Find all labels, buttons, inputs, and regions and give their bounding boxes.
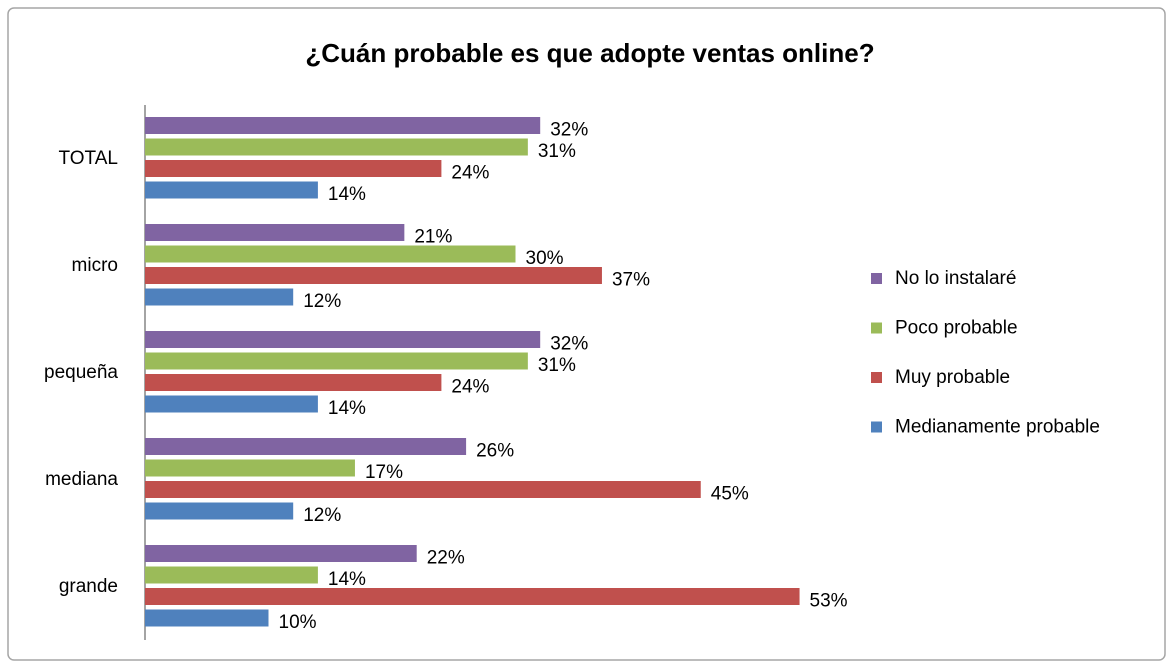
bar <box>145 438 467 455</box>
value-label: 53% <box>810 591 848 612</box>
value-label: 24% <box>451 377 489 398</box>
bar <box>145 160 442 177</box>
value-label: 17% <box>365 462 403 483</box>
value-label: 45% <box>711 484 749 505</box>
value-label: 31% <box>538 141 576 162</box>
bar <box>145 481 701 498</box>
value-label: 14% <box>328 569 366 590</box>
bar <box>145 117 541 134</box>
bar <box>145 609 269 627</box>
value-label: 24% <box>451 163 489 184</box>
bar <box>145 352 528 370</box>
bar <box>145 245 516 263</box>
value-label: 31% <box>538 355 576 376</box>
bar <box>145 566 318 584</box>
value-label: 14% <box>328 184 366 205</box>
value-label: 14% <box>328 398 366 419</box>
bar <box>145 395 318 413</box>
value-label: 10% <box>279 612 317 633</box>
value-label: 26% <box>476 441 514 462</box>
category-label: grande <box>59 576 118 597</box>
value-label: 12% <box>303 505 341 526</box>
value-label: 37% <box>612 270 650 291</box>
legend-swatch <box>871 421 882 433</box>
category-label: TOTAL <box>59 148 118 169</box>
bar <box>145 138 528 156</box>
value-label: 22% <box>427 548 465 569</box>
chart-title: ¿Cuán probable es que adopte ventas onli… <box>305 38 874 68</box>
legend-swatch <box>871 372 882 383</box>
bar <box>145 267 602 284</box>
bar <box>145 181 318 199</box>
value-label: 32% <box>550 334 588 355</box>
legend-swatch <box>871 273 882 284</box>
category-label: micro <box>72 255 118 276</box>
bar <box>145 459 355 477</box>
bar <box>145 331 541 348</box>
bar <box>145 288 294 306</box>
value-label: 21% <box>414 227 452 248</box>
value-label: 12% <box>303 291 341 312</box>
bar <box>145 502 294 520</box>
legend-swatch <box>871 322 882 334</box>
bar <box>145 545 417 562</box>
legend-label: Muy probable <box>895 367 1010 388</box>
value-label: 30% <box>526 248 564 269</box>
legend-label: Medianamente probable <box>895 417 1100 438</box>
legend-label: Poco probable <box>895 318 1018 339</box>
category-label: pequeña <box>44 362 118 383</box>
category-label: mediana <box>45 469 118 490</box>
bar <box>145 588 800 605</box>
bar <box>145 374 442 391</box>
value-label: 32% <box>550 120 588 141</box>
bar <box>145 224 405 241</box>
legend-label: No lo instalaré <box>895 268 1016 289</box>
